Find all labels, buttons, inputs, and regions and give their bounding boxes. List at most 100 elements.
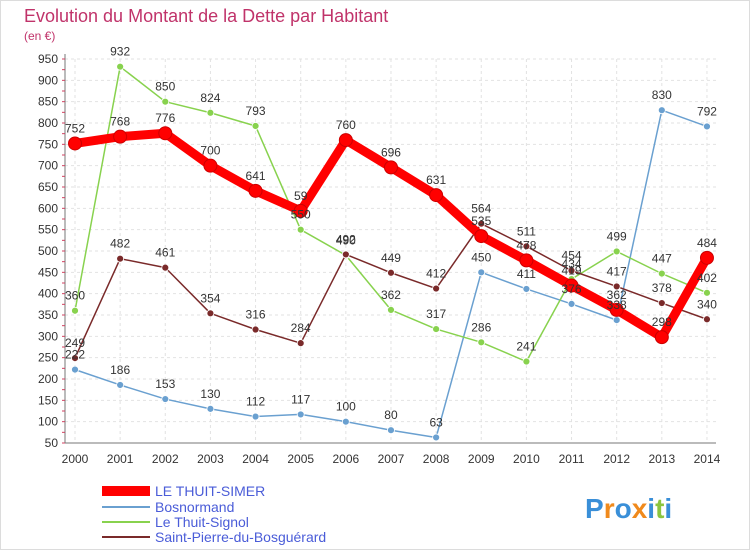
data-label-saint-pierre-du-bosguerard: 511 xyxy=(517,224,536,238)
data-label-saint-pierre-du-bosguerard: 454 xyxy=(562,249,582,263)
x-tick-label: 2012 xyxy=(603,452,630,466)
data-label-le-thuit-simer: 752 xyxy=(65,121,85,135)
data-label-le-thuit-simer: 700 xyxy=(200,144,220,158)
y-tick-label: 700 xyxy=(38,159,58,173)
data-label-le-thuit-simer: 362 xyxy=(607,288,627,302)
data-point-bosnormand xyxy=(612,316,621,325)
x-tick-label: 2000 xyxy=(62,452,89,466)
data-label-le-thuit-simer: 641 xyxy=(246,169,266,183)
data-label-saint-pierre-du-bosguerard: 249 xyxy=(65,336,85,350)
data-point-saint-pierre-du-bosguerard xyxy=(522,242,531,251)
chart-title: Evolution du Montant de la Dette par Hab… xyxy=(24,6,388,26)
legend-label-le-thuit-simer: LE THUIT-SIMER xyxy=(155,483,265,499)
data-point-bosnormand xyxy=(296,410,305,419)
series-le-thuit-signol xyxy=(71,62,711,366)
data-point-le-thuit-simer xyxy=(203,158,218,173)
data-label-bosnormand: 830 xyxy=(652,88,672,102)
data-label-le-thuit-simer: 776 xyxy=(155,111,175,125)
data-point-le-thuit-simer xyxy=(564,278,579,293)
data-point-bosnormand xyxy=(703,122,711,131)
series-saint-pierre-du-bosguerard xyxy=(71,219,711,362)
data-point-bosnormand xyxy=(387,426,395,435)
data-label-bosnormand: 130 xyxy=(200,387,220,401)
data-point-le-thuit-simer xyxy=(293,203,308,218)
x-tick-label: 2007 xyxy=(378,452,405,466)
y-tick-label: 150 xyxy=(38,393,58,407)
data-point-le-thuit-simer xyxy=(474,229,489,244)
x-tick-label: 2008 xyxy=(423,452,450,466)
data-point-saint-pierre-du-bosguerard xyxy=(71,354,79,362)
data-label-le-thuit-signol: 490 xyxy=(336,233,356,247)
data-point-saint-pierre-du-bosguerard xyxy=(387,268,395,277)
data-point-le-thuit-simer xyxy=(338,133,353,148)
y-tick-label: 100 xyxy=(38,415,58,429)
data-label-le-thuit-simer: 419 xyxy=(562,264,582,278)
data-label-bosnormand: 376 xyxy=(562,282,582,296)
y-tick-label: 200 xyxy=(38,372,58,386)
legend-label-bosnormand: Bosnormand xyxy=(155,499,234,515)
data-label-le-thuit-simer: 768 xyxy=(110,115,130,129)
y-tick-label: 600 xyxy=(38,201,58,215)
data-point-le-thuit-signol xyxy=(206,108,215,117)
data-label-saint-pierre-du-bosguerard: 378 xyxy=(652,281,672,295)
y-tick-label: 900 xyxy=(38,73,58,87)
data-point-saint-pierre-du-bosguerard xyxy=(432,284,441,293)
y-tick-label: 550 xyxy=(38,223,58,237)
data-point-bosnormand xyxy=(477,268,486,277)
data-label-saint-pierre-du-bosguerard: 284 xyxy=(291,321,311,335)
data-point-le-thuit-simer xyxy=(699,250,714,265)
data-label-saint-pierre-du-bosguerard: 412 xyxy=(426,267,446,281)
data-point-bosnormand xyxy=(206,404,215,413)
data-labels: 222 186 153 130 112 117 100 80 63 450 411 376 338 830… xyxy=(65,45,717,430)
data-label-le-thuit-signol: 447 xyxy=(652,252,672,266)
y-tick-label: 850 xyxy=(38,95,58,109)
axes: 50 100 150 200 250 300 350 400 450 500 550 600 650 70… xyxy=(38,52,721,466)
data-point-le-thuit-simer xyxy=(248,183,263,198)
data-point-le-thuit-simer xyxy=(158,126,173,141)
x-tick-label: 2003 xyxy=(197,452,224,466)
data-point-saint-pierre-du-bosguerard xyxy=(296,339,305,348)
proxiti-logo: Proxiti xyxy=(585,493,672,524)
data-label-le-thuit-simer: 535 xyxy=(471,214,491,228)
x-tick-label: 2006 xyxy=(332,452,359,466)
data-label-saint-pierre-du-bosguerard: 564 xyxy=(471,202,491,216)
data-label-bosnormand: 117 xyxy=(291,392,310,406)
data-label-saint-pierre-du-bosguerard: 340 xyxy=(697,297,717,311)
data-label-le-thuit-simer: 298 xyxy=(652,315,672,329)
data-label-saint-pierre-du-bosguerard: 449 xyxy=(381,251,401,265)
data-point-le-thuit-simer xyxy=(429,188,444,203)
logo-text: Proxiti xyxy=(585,493,672,524)
data-point-le-thuit-signol xyxy=(657,269,666,278)
data-label-le-thuit-signol: 434 xyxy=(562,257,582,271)
data-label-le-thuit-simer: 484 xyxy=(697,236,717,250)
data-label-le-thuit-signol: 286 xyxy=(471,320,491,334)
x-tick-label: 2011 xyxy=(559,452,585,466)
data-label-le-thuit-signol: 550 xyxy=(291,208,311,222)
unit-label: (en €) xyxy=(24,29,55,43)
y-tick-label: 300 xyxy=(38,329,58,343)
data-label-le-thuit-signol: 850 xyxy=(155,80,175,94)
data-label-bosnormand: 100 xyxy=(336,400,356,414)
data-label-bosnormand: 186 xyxy=(110,363,130,377)
data-point-bosnormand xyxy=(341,417,350,426)
data-point-saint-pierre-du-bosguerard xyxy=(657,299,666,307)
data-point-le-thuit-simer xyxy=(654,330,669,345)
data-point-bosnormand xyxy=(657,106,666,115)
data-point-le-thuit-simer xyxy=(113,129,128,144)
data-label-bosnormand: 411 xyxy=(517,267,536,281)
data-point-le-thuit-signol xyxy=(612,247,621,256)
data-label-bosnormand: 63 xyxy=(429,415,443,429)
data-label-le-thuit-signol: 241 xyxy=(516,340,536,354)
series-le-thuit-simer xyxy=(68,126,714,345)
data-label-le-thuit-signol: 932 xyxy=(110,45,130,59)
data-point-bosnormand xyxy=(432,433,441,442)
data-label-bosnormand: 450 xyxy=(471,250,491,264)
data-point-le-thuit-simer xyxy=(68,136,82,151)
data-label-bosnormand: 80 xyxy=(384,408,398,422)
data-label-bosnormand: 222 xyxy=(65,348,85,362)
data-point-le-thuit-simer xyxy=(519,253,534,268)
legend: LE THUIT-SIMER Bosnormand Le Thuit-Signo… xyxy=(102,483,326,545)
x-tick-label: 2013 xyxy=(648,452,675,466)
y-tick-label: 650 xyxy=(38,180,58,194)
data-point-bosnormand xyxy=(161,395,170,403)
